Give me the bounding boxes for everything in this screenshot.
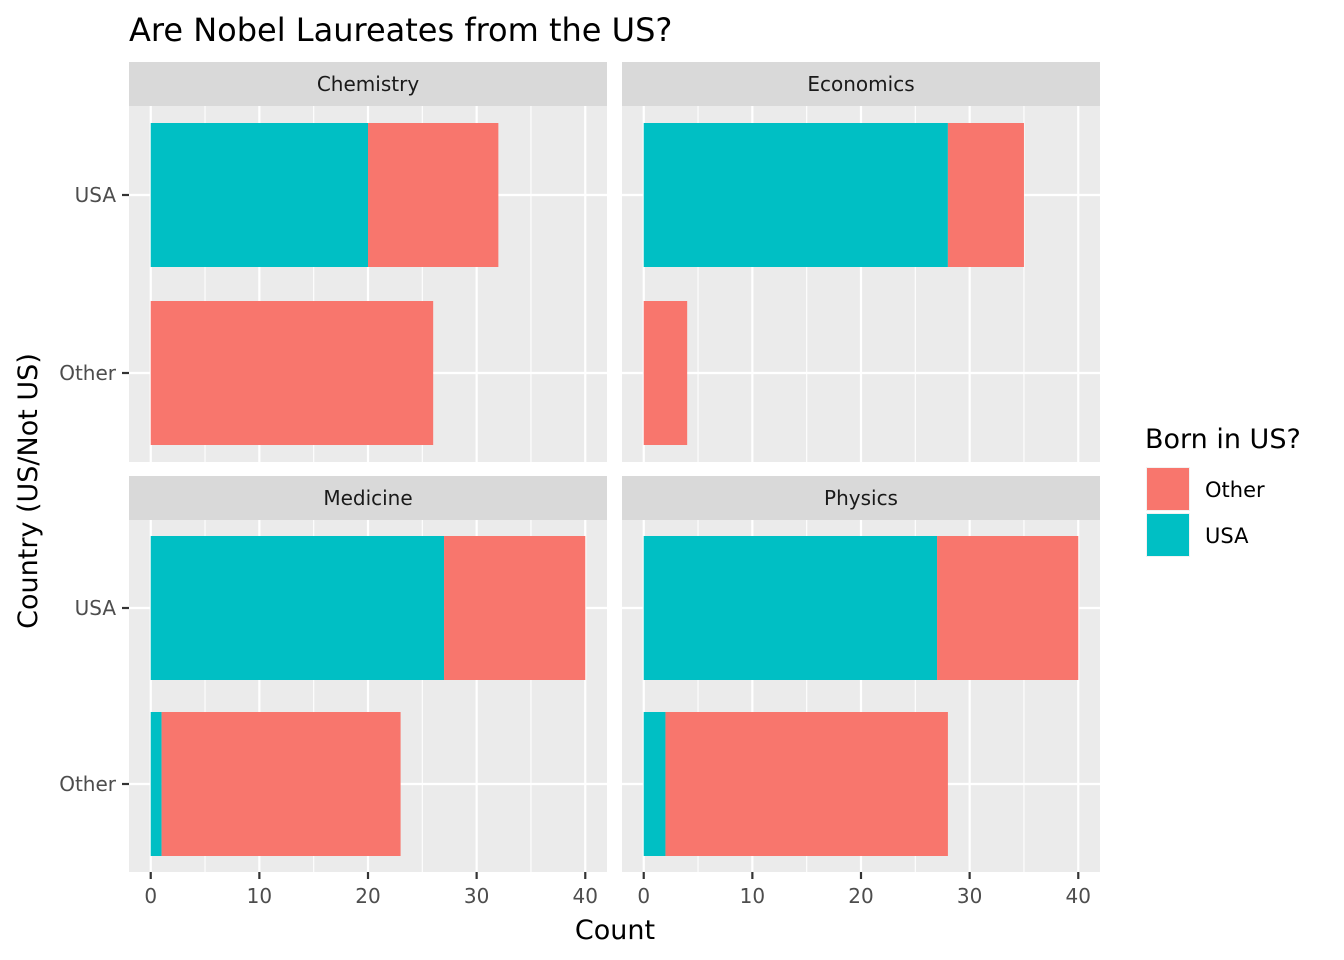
x-tick-label: 30: [957, 884, 982, 908]
legend: Born in US? Other USA: [1145, 424, 1301, 557]
y-tick-label: USA: [75, 183, 117, 207]
facet-medicine: Medicine USA Other 0 10 20 30 40: [59, 476, 607, 908]
bar-usa-usa: [643, 123, 948, 267]
bar-other-other: [150, 301, 434, 445]
x-tick-label: 0: [637, 884, 650, 908]
facet-panels: Chemistry USA Other Economics Medicine USA Oth…: [59, 62, 1100, 908]
bar-usa-other: [937, 536, 1079, 680]
legend-item-usa: USA: [1146, 513, 1249, 557]
y-tick-label: Other: [59, 361, 117, 385]
legend-items: Other USA: [1146, 467, 1265, 557]
bar-usa-usa: [150, 536, 445, 680]
x-tick-label: 20: [848, 884, 873, 908]
y-tick-label: USA: [75, 596, 117, 620]
bar-other-other: [643, 301, 688, 445]
legend-label: USA: [1205, 524, 1249, 548]
facet-strip-label: Physics: [824, 486, 898, 510]
x-tick-label: 10: [740, 884, 765, 908]
legend-swatch: [1147, 514, 1189, 556]
x-tick-label: 20: [355, 884, 380, 908]
bar-usa-usa: [643, 536, 938, 680]
legend-item-other: Other: [1146, 467, 1265, 511]
x-axis-title: Count: [575, 915, 655, 946]
x-tick-label: 30: [464, 884, 489, 908]
facet-economics: Economics: [622, 62, 1100, 462]
bar-other-other: [161, 712, 401, 856]
bar-other-usa: [643, 712, 666, 856]
chart-title: Are Nobel Laureates from the US?: [129, 11, 672, 49]
facet-strip: [129, 62, 607, 106]
facet-strip-label: Chemistry: [317, 72, 419, 96]
bar-other-usa: [150, 712, 162, 856]
x-tick-label: 40: [1066, 884, 1091, 908]
bar-usa-other: [368, 123, 499, 267]
x-tick-label: 40: [573, 884, 598, 908]
y-axis-title: Country (US/Not US): [13, 353, 44, 629]
facet-physics: Physics 0 10 20 30 40: [622, 476, 1100, 908]
bar-usa-usa: [150, 123, 368, 267]
facet-strip: [129, 476, 607, 520]
legend-swatch: [1147, 468, 1189, 510]
facet-strip-label: Economics: [807, 72, 914, 96]
facet-chemistry: Chemistry USA Other: [59, 62, 607, 462]
bar-usa-other: [444, 536, 586, 680]
legend-label: Other: [1205, 478, 1265, 502]
bar-other-other: [665, 712, 948, 856]
facet-strip: [622, 476, 1100, 520]
bar-usa-other: [947, 123, 1024, 267]
x-tick-label: 0: [144, 884, 157, 908]
legend-title: Born in US?: [1145, 424, 1301, 455]
x-tick-label: 10: [247, 884, 272, 908]
facet-strip-label: Medicine: [323, 486, 412, 510]
y-tick-label: Other: [59, 772, 117, 796]
facet-strip: [622, 62, 1100, 106]
